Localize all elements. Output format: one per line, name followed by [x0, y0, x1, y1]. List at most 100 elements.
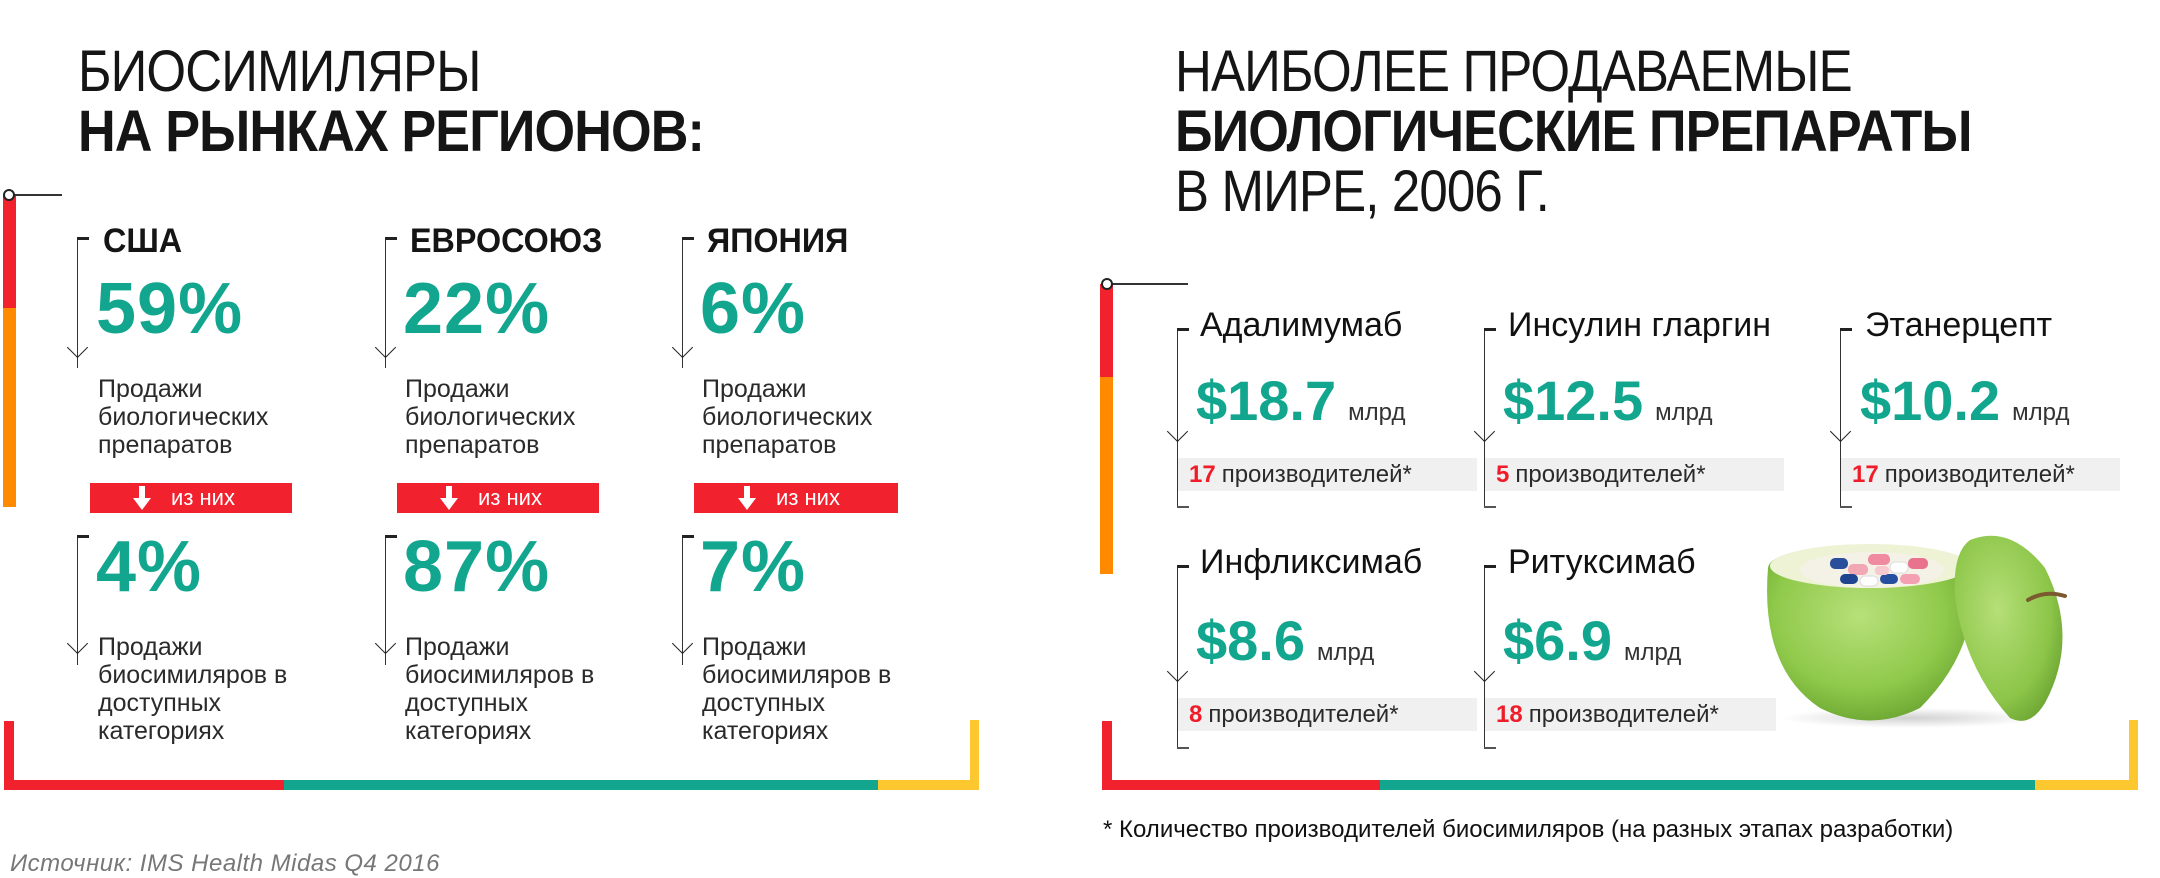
- producers-label: производителей*: [1515, 460, 1706, 488]
- bracket-line: [1177, 328, 1189, 508]
- producers-strip: 8 производителей*: [1177, 698, 1477, 731]
- right-accent-bar-orange: [1100, 377, 1113, 574]
- source-caption: Источник: IMS Health Midas Q4 2016: [10, 850, 440, 877]
- bio-share-value: 59%: [96, 269, 244, 349]
- biosim-share-desc: Продажи биосимиляров в доступных категор…: [702, 633, 892, 745]
- of-them-banner: из них: [90, 483, 292, 513]
- sales-value: $10.2: [1860, 369, 2001, 432]
- arrow-down-icon: [374, 632, 397, 655]
- region-name: ЯПОНИЯ: [707, 222, 849, 260]
- drug-sales: $8.6 млрд: [1196, 608, 1374, 673]
- bio-share-desc: Продажи биологических препаратов: [702, 375, 873, 459]
- left-accent-bar-orange: [3, 308, 16, 507]
- left-accent-bar-red: [3, 195, 16, 308]
- sales-value: $18.7: [1196, 369, 1337, 432]
- left-accent-dot: [3, 189, 15, 201]
- region-name: ЕВРОСОЮЗ: [410, 222, 603, 260]
- arrow-down-icon: [671, 632, 694, 655]
- sales-unit: млрд: [2012, 399, 2070, 426]
- bracket-line: [682, 237, 694, 368]
- right-bottom-bar-red: [1102, 780, 1380, 790]
- bracket-line: [77, 237, 89, 368]
- producers-count: 17: [1189, 460, 1216, 488]
- biosim-share-value: 87%: [403, 527, 551, 607]
- right-title-line1: НАИБОЛЕЕ ПРОДАВАЕМЫЕ: [1175, 39, 1853, 104]
- producers-count: 8: [1189, 700, 1203, 728]
- producers-count: 18: [1496, 700, 1523, 728]
- sales-unit: млрд: [1624, 639, 1682, 666]
- of-them-label: из них: [776, 485, 840, 510]
- left-title-line1: БИОСИМИЛЯРЫ: [78, 39, 481, 104]
- left-bottom-bar-yellow: [878, 780, 979, 790]
- of-them-banner: из них: [694, 483, 898, 513]
- right-bottom-bar-yellow: [2035, 780, 2138, 790]
- right-title-line3: В МИРЕ, 2006 Г.: [1175, 159, 1550, 224]
- right-accent-line: [1110, 283, 1188, 285]
- bracket-line: [385, 535, 397, 665]
- left-title: БИОСИМИЛЯРЫ НА РЫНКАХ РЕГИОНОВ:: [78, 42, 774, 162]
- producers-label: производителей*: [1884, 460, 2075, 488]
- bracket-line: [385, 237, 397, 368]
- producers-count: 17: [1852, 460, 1879, 488]
- biosim-share-value: 7%: [700, 527, 807, 607]
- drug-sales: $12.5 млрд: [1503, 368, 1712, 433]
- arrow-down-icon: [1829, 420, 1852, 443]
- of-them-label: из них: [171, 485, 235, 510]
- bio-share-value: 6%: [700, 269, 807, 349]
- sales-unit: млрд: [1655, 399, 1713, 426]
- biosim-share-desc: Продажи биосимиляров в доступных категор…: [405, 633, 595, 745]
- left-title-line2: НА РЫНКАХ РЕГИОНОВ:: [78, 99, 705, 164]
- sales-unit: млрд: [1317, 639, 1375, 666]
- sales-value: $8.6: [1196, 609, 1305, 672]
- bracket-line: [682, 535, 694, 665]
- left-bottom-bar-red-vertical: [4, 721, 14, 790]
- producers-strip: 18 производителей*: [1484, 698, 1776, 731]
- left-bottom-bar-yellow-vertical: [970, 720, 979, 790]
- right-bottom-bar-red-vertical: [1102, 721, 1112, 790]
- bracket-line: [77, 535, 89, 665]
- bio-share-value: 22%: [403, 269, 551, 349]
- bracket-line: [1484, 565, 1496, 749]
- drug-sales: $18.7 млрд: [1196, 368, 1405, 433]
- right-bottom-bar-yellow-vertical: [2129, 720, 2138, 790]
- right-accent-bar-red: [1100, 284, 1113, 377]
- apple-with-pills-image: [1760, 528, 2110, 728]
- drug-name: Инфликсимаб: [1200, 543, 1423, 581]
- of-them-label: из них: [478, 485, 542, 510]
- footnote: * Количество производителей биосимиляров…: [1103, 816, 1954, 843]
- drug-sales: $10.2 млрд: [1860, 368, 2069, 433]
- left-accent-line: [12, 194, 62, 196]
- sales-value: $12.5: [1503, 369, 1644, 432]
- arrow-down-icon: [374, 336, 397, 359]
- biosim-share-value: 4%: [96, 527, 203, 607]
- arrow-down-icon: [66, 336, 89, 359]
- arrow-down-icon: [1166, 420, 1189, 443]
- drug-name: Ритуксимаб: [1508, 543, 1696, 581]
- right-title: НАИБОЛЕЕ ПРОДАВАЕМЫЕ БИОЛОГИЧЕСКИЕ ПРЕПА…: [1175, 42, 2060, 222]
- bio-share-desc: Продажи биологических препаратов: [405, 375, 576, 459]
- region-name: США: [103, 222, 183, 260]
- drug-name: Этанерцепт: [1865, 306, 2053, 344]
- right-accent-dot: [1101, 278, 1113, 290]
- of-them-banner: из них: [397, 483, 599, 513]
- arrow-down-icon: [1166, 660, 1189, 683]
- producers-label: производителей*: [1221, 460, 1412, 488]
- bracket-line: [1177, 565, 1189, 749]
- sales-value: $6.9: [1503, 609, 1612, 672]
- producers-label: производителей*: [1208, 700, 1399, 728]
- left-bottom-bar-teal: [284, 780, 878, 790]
- drug-name: Инсулин гларгин: [1508, 306, 1772, 344]
- arrow-down-icon: [671, 336, 694, 359]
- drug-sales: $6.9 млрд: [1503, 608, 1681, 673]
- arrow-down-icon: [66, 632, 89, 655]
- bracket-line: [1484, 328, 1496, 508]
- producers-strip: 17 производителей*: [1840, 458, 2120, 491]
- left-bottom-bar-red: [4, 780, 284, 790]
- sales-unit: млрд: [1348, 399, 1406, 426]
- arrow-down-icon: [1473, 420, 1496, 443]
- producers-label: производителей*: [1528, 700, 1719, 728]
- producers-strip: 17 производителей*: [1177, 458, 1477, 491]
- producers-count: 5: [1496, 460, 1510, 488]
- arrow-down-icon: [1473, 660, 1496, 683]
- bracket-line: [1840, 328, 1852, 508]
